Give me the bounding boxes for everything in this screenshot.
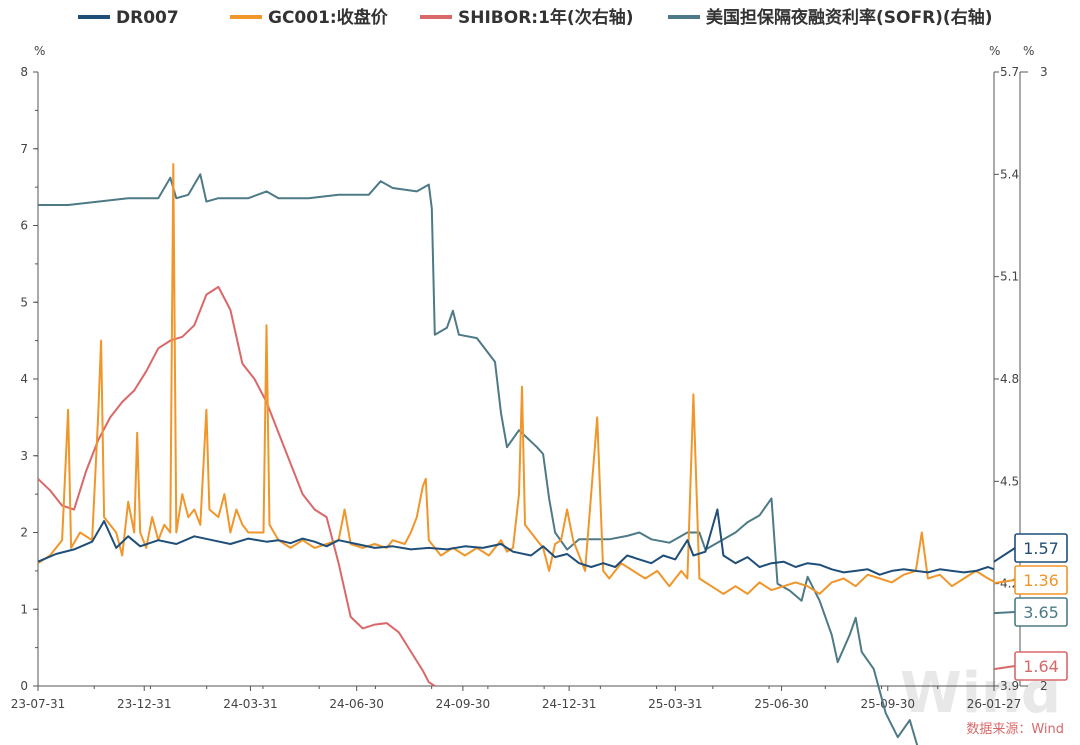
secondary-right-tick-label: 3 [1040, 65, 1048, 79]
legend-label: SHIBOR:1年(次右轴) [458, 7, 633, 28]
x-tick-label: 24-06-30 [329, 697, 383, 711]
end-label-leader [993, 579, 1016, 585]
x-tick-label: 25-09-30 [861, 697, 915, 711]
legend-label: 美国担保隔夜融资利率(SOFR)(右轴) [706, 7, 992, 28]
end-label-value: 1.36 [1023, 571, 1059, 590]
legend-label: DR007 [116, 8, 179, 28]
secondary-right-tick-label: 2 [1040, 679, 1048, 693]
left-axis-unit: % [34, 44, 45, 58]
x-tick-label: 23-12-31 [117, 697, 171, 711]
x-tick-label: 25-06-30 [754, 697, 808, 711]
left-tick-label: 6 [20, 219, 28, 233]
end-label-leader [993, 547, 1016, 563]
right-tick-label: 3.9 [1000, 679, 1019, 693]
left-tick-label: 7 [20, 142, 28, 156]
series-line-dr007 [37, 508, 995, 576]
series-line-gc001 [37, 163, 995, 595]
x-tick-label: 25-03-31 [648, 697, 702, 711]
series-line-sofr [38, 173, 919, 745]
end-label-box [1014, 597, 1068, 627]
x-tick-label: 24-12-31 [542, 697, 596, 711]
right-tick-label: 5.1 [1000, 270, 1019, 284]
right-tick-label: 4.5 [1000, 474, 1019, 488]
series-line-shibor [37, 285, 436, 687]
end-label-box [1014, 565, 1068, 595]
source-label: 数据来源：Wind [966, 722, 1064, 737]
end-label-box [1014, 533, 1068, 563]
left-tick-label: 8 [20, 65, 28, 79]
left-tick-label: 3 [20, 449, 28, 463]
left-tick-label: 0 [20, 679, 28, 693]
x-tick-label: 24-03-31 [223, 697, 277, 711]
end-label-value: 3.65 [1023, 603, 1059, 622]
right-tick-label: 4.8 [1000, 372, 1019, 386]
left-tick-label: 4 [20, 372, 28, 386]
x-tick-label: 23-07-31 [11, 697, 65, 711]
end-label-leader [993, 611, 1016, 615]
end-label-box [1014, 651, 1068, 681]
left-tick-label: 1 [20, 602, 28, 616]
right-tick-label: 5.4 [1000, 167, 1019, 181]
right-tick-label: 5.7 [1000, 65, 1019, 79]
secondary-right-axis-unit: % [1023, 44, 1034, 58]
x-tick-label: 26-01-27 [967, 697, 1021, 711]
left-tick-label: 2 [20, 526, 28, 540]
left-tick-label: 5 [20, 295, 28, 309]
legend-label: GC001:收盘价 [268, 7, 389, 28]
x-tick-label: 24-09-30 [436, 697, 490, 711]
end-label-leader [993, 665, 1016, 671]
right-axis-unit: % [989, 44, 1000, 58]
end-label-value: 1.57 [1023, 539, 1059, 558]
end-label-value: 1.64 [1023, 657, 1059, 676]
